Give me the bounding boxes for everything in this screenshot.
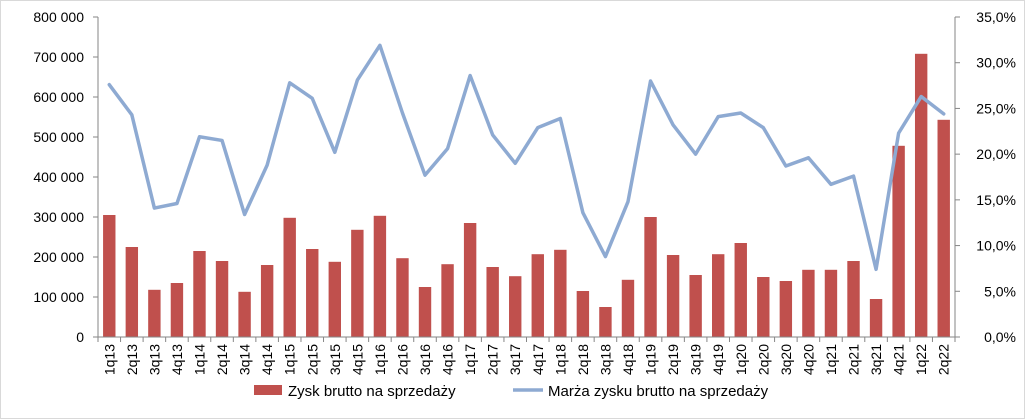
left-tick-label: 0 xyxy=(76,329,84,345)
x-tick-label: 4q14 xyxy=(259,344,275,375)
bar-4q17 xyxy=(531,254,544,337)
x-tick-label: 3q19 xyxy=(688,344,704,375)
bar-2q18 xyxy=(576,291,590,337)
bar-4q19 xyxy=(712,254,725,337)
bar-2q17 xyxy=(486,267,499,337)
x-tick-label: 4q15 xyxy=(349,344,365,375)
right-tick-label: 5,0% xyxy=(984,283,1016,299)
x-tick-label: 1q13 xyxy=(101,344,117,375)
bar-2q15 xyxy=(306,249,319,337)
legend-bar-label: Zysk brutto na sprzedaży xyxy=(288,383,456,400)
x-tick-label: 1q21 xyxy=(823,344,839,375)
right-tick-label: 15,0% xyxy=(976,192,1016,208)
x-tick-label: 3q15 xyxy=(327,344,343,375)
x-tick-label: 4q17 xyxy=(530,344,546,375)
x-tick-label: 3q20 xyxy=(778,344,794,375)
x-tick-label: 3q16 xyxy=(417,344,433,375)
x-tick-label: 1q16 xyxy=(372,344,388,375)
bar-2q20 xyxy=(757,277,770,337)
bar-1q21 xyxy=(824,269,838,337)
bar-3q18 xyxy=(599,307,612,337)
bar-1q13 xyxy=(103,215,116,337)
x-tick-label: 2q22 xyxy=(936,344,952,375)
right-tick-label: 25,0% xyxy=(976,100,1016,116)
bar-4q21 xyxy=(892,145,905,337)
bar-2q14 xyxy=(215,261,229,337)
left-tick-label: 800 000 xyxy=(33,9,84,25)
bar-2q19 xyxy=(666,255,680,337)
x-tick-label: 3q13 xyxy=(146,344,162,375)
x-tick-label: 1q22 xyxy=(913,344,929,375)
x-tick-label: 3q17 xyxy=(507,344,523,375)
left-tick-label: 200 000 xyxy=(33,249,84,265)
left-tick-label: 500 000 xyxy=(33,129,84,145)
right-tick-label: 20,0% xyxy=(976,146,1016,162)
left-tick-label: 100 000 xyxy=(33,289,84,305)
x-tick-label: 4q20 xyxy=(800,344,816,375)
bar-2q16 xyxy=(396,258,409,337)
bar-3q14 xyxy=(238,291,251,337)
right-tick-label: 30,0% xyxy=(976,55,1016,71)
right-tick-label: 10,0% xyxy=(976,238,1016,254)
bar-2q21 xyxy=(847,261,860,337)
x-tick-label: 1q15 xyxy=(282,344,298,375)
margin-line-series xyxy=(107,43,946,272)
bar-4q15 xyxy=(351,229,364,337)
x-tick-label: 4q16 xyxy=(440,344,456,375)
left-tick-label: 700 000 xyxy=(33,49,84,65)
bar-3q16 xyxy=(418,287,432,337)
x-tick-label: 4q18 xyxy=(620,344,636,375)
x-tick-label: 1q19 xyxy=(643,344,659,375)
legend-line-label: Marża zysku brutto na sprzedaży xyxy=(548,383,769,400)
bar-1q16 xyxy=(373,215,387,337)
x-tick-label: 3q18 xyxy=(597,344,613,375)
bar-3q19 xyxy=(689,275,702,337)
x-tick-label: 2q15 xyxy=(304,344,320,375)
legend-bar-swatch xyxy=(254,385,282,395)
bar-4q18 xyxy=(621,279,635,337)
right-tick-label: 0,0% xyxy=(984,329,1016,345)
x-tick-label: 2q14 xyxy=(214,344,230,375)
x-tick-label: 1q20 xyxy=(733,344,749,375)
bar-1q20 xyxy=(734,243,747,337)
bar-4q14 xyxy=(260,265,274,337)
right-tick-label: 35,0% xyxy=(976,9,1016,25)
x-tick-label: 3q14 xyxy=(237,344,253,375)
x-tick-label: 3q21 xyxy=(868,344,884,375)
bar-4q20 xyxy=(802,269,815,337)
x-tick-label: 4q19 xyxy=(710,344,726,375)
bar-3q20 xyxy=(779,281,793,337)
bar-1q14 xyxy=(193,251,206,337)
x-tick-label: 4q21 xyxy=(891,344,907,375)
bar-3q15 xyxy=(328,261,341,337)
x-tick-label: 2q16 xyxy=(394,344,410,375)
left-tick-label: 300 000 xyxy=(33,209,84,225)
x-tick-label: 2q18 xyxy=(575,344,591,375)
x-tick-label: 2q17 xyxy=(485,344,501,375)
left-tick-label: 400 000 xyxy=(33,169,84,185)
x-tick-label: 2q19 xyxy=(665,344,681,375)
bar-2q13 xyxy=(125,247,139,337)
bar-1q22 xyxy=(914,53,928,338)
bar-1q15 xyxy=(283,217,296,337)
bar-4q16 xyxy=(441,264,454,337)
x-tick-label: 2q21 xyxy=(846,344,862,375)
bar-3q17 xyxy=(509,276,522,337)
x-tick-label: 2q20 xyxy=(755,344,771,375)
bar-3q21 xyxy=(869,299,883,337)
x-tick-label: 1q14 xyxy=(191,344,207,375)
x-tick-label: 4q13 xyxy=(169,344,185,375)
bar-3q13 xyxy=(148,289,161,337)
bar-1q17 xyxy=(463,223,477,337)
x-tick-label: 2q13 xyxy=(124,344,140,375)
bar-1q19 xyxy=(644,217,657,337)
bar-2q22 xyxy=(937,119,950,337)
bar-4q13 xyxy=(170,283,184,337)
bar-1q18 xyxy=(554,249,567,337)
x-tick-label: 1q17 xyxy=(462,344,478,375)
x-tick-label: 1q18 xyxy=(552,344,568,375)
left-tick-label: 600 000 xyxy=(33,89,84,105)
